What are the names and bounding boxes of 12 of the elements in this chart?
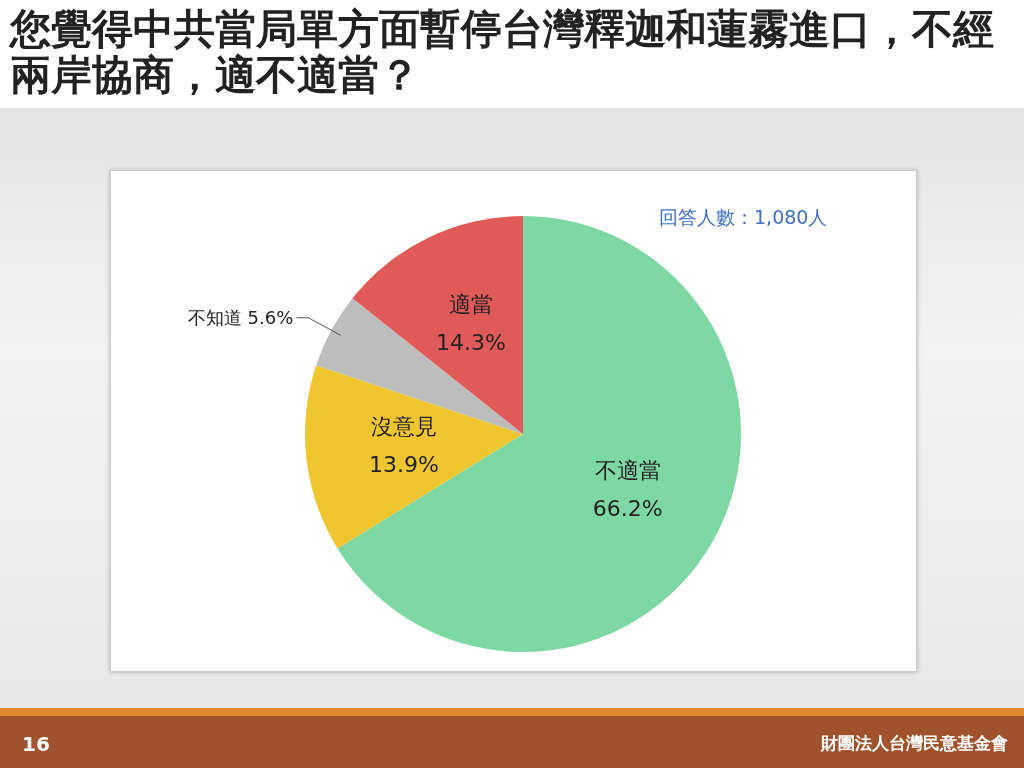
data-label: 14.3% (435, 330, 506, 355)
text: 回答人數：1,080人 (659, 205, 828, 230)
text: 財團法人台灣民意基金會 (821, 732, 1008, 755)
slice-label: 適當 (448, 292, 493, 317)
slice-label: 不知道 5.6% (187, 306, 294, 328)
chart-title: 您覺得中共當局單方面暫停台灣釋迦和蓮霧進口，不經兩岸協商，適不適當？ (10, 5, 995, 99)
pie-slice (305, 365, 523, 549)
data-label: 66.2% (592, 496, 663, 522)
data-label: 13.9% (368, 451, 439, 477)
slice-label: 不適當 (594, 458, 661, 484)
slice-label: 沒意見 (370, 413, 437, 439)
text: 16 (22, 732, 50, 756)
